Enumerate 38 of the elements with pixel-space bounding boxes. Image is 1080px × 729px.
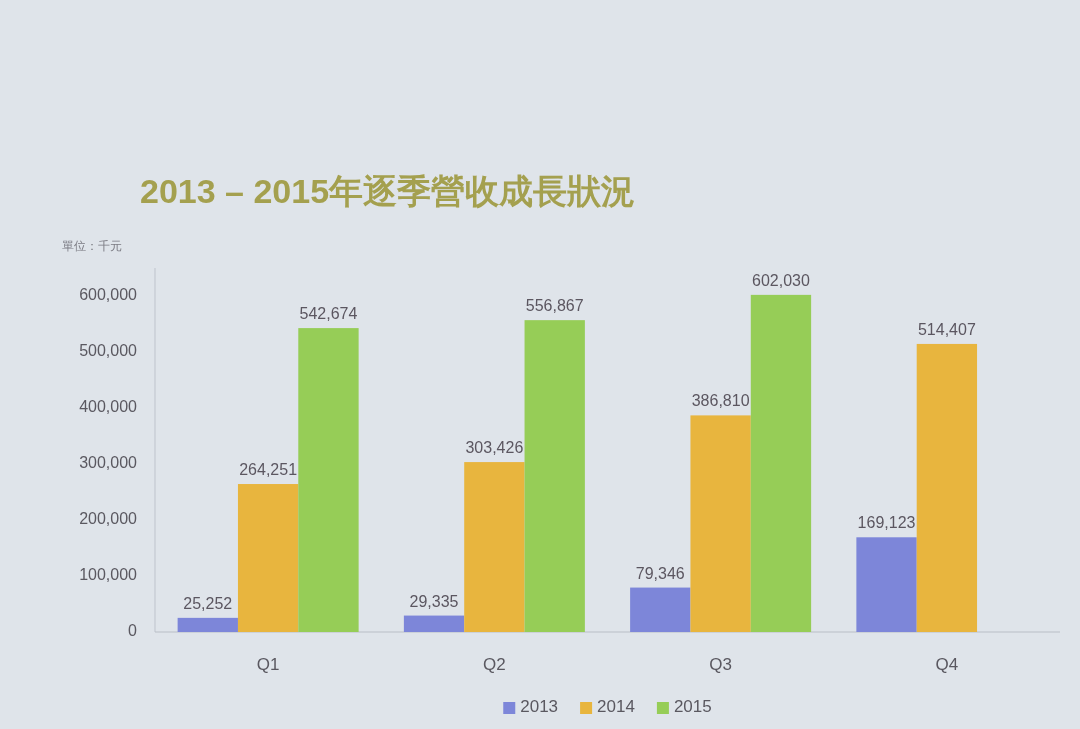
data-label: 25,252 bbox=[183, 594, 233, 612]
x-tick-label: Q2 bbox=[483, 655, 506, 674]
bar bbox=[177, 617, 238, 632]
bar bbox=[524, 320, 585, 632]
data-label: 542,674 bbox=[299, 305, 358, 323]
bar bbox=[690, 415, 751, 632]
data-label: 29,335 bbox=[409, 592, 459, 610]
y-tick-label: 600,000 bbox=[79, 286, 138, 304]
data-label: 264,251 bbox=[239, 461, 298, 479]
bar bbox=[630, 587, 691, 632]
y-tick-label: 0 bbox=[128, 622, 138, 640]
data-label: 79,346 bbox=[635, 564, 685, 582]
x-tick-label: Q1 bbox=[256, 655, 280, 674]
bar bbox=[856, 537, 917, 632]
chart-title: 2013 – 2015年逐季營收成長狀況 bbox=[140, 172, 636, 210]
y-tick-label: 400,000 bbox=[79, 398, 138, 416]
bar bbox=[750, 294, 812, 632]
y-tick-label: 200,000 bbox=[79, 510, 138, 528]
y-tick-label: 100,000 bbox=[79, 566, 138, 584]
x-tick-label: Q3 bbox=[709, 655, 732, 674]
data-label: 169,123 bbox=[857, 514, 916, 532]
legend-label: 2013 bbox=[520, 697, 559, 717]
y-tick-label: 500,000 bbox=[79, 342, 138, 360]
bar bbox=[298, 328, 359, 632]
bar bbox=[237, 484, 299, 632]
data-label: 602,030 bbox=[752, 271, 810, 289]
data-label: 303,426 bbox=[465, 439, 524, 457]
data-label: 556,867 bbox=[525, 297, 584, 315]
y-axis-title: 單位：千元 bbox=[62, 239, 122, 253]
y-tick-label: 300,000 bbox=[79, 454, 138, 472]
data-label: 386,810 bbox=[691, 392, 750, 410]
legend-label: 2015 bbox=[673, 697, 712, 717]
x-tick-label: Q4 bbox=[935, 655, 959, 674]
bar bbox=[403, 615, 465, 632]
bar bbox=[464, 462, 525, 632]
data-label: 514,407 bbox=[917, 320, 976, 338]
bar bbox=[916, 343, 978, 632]
legend-label: 2014 bbox=[597, 697, 635, 717]
